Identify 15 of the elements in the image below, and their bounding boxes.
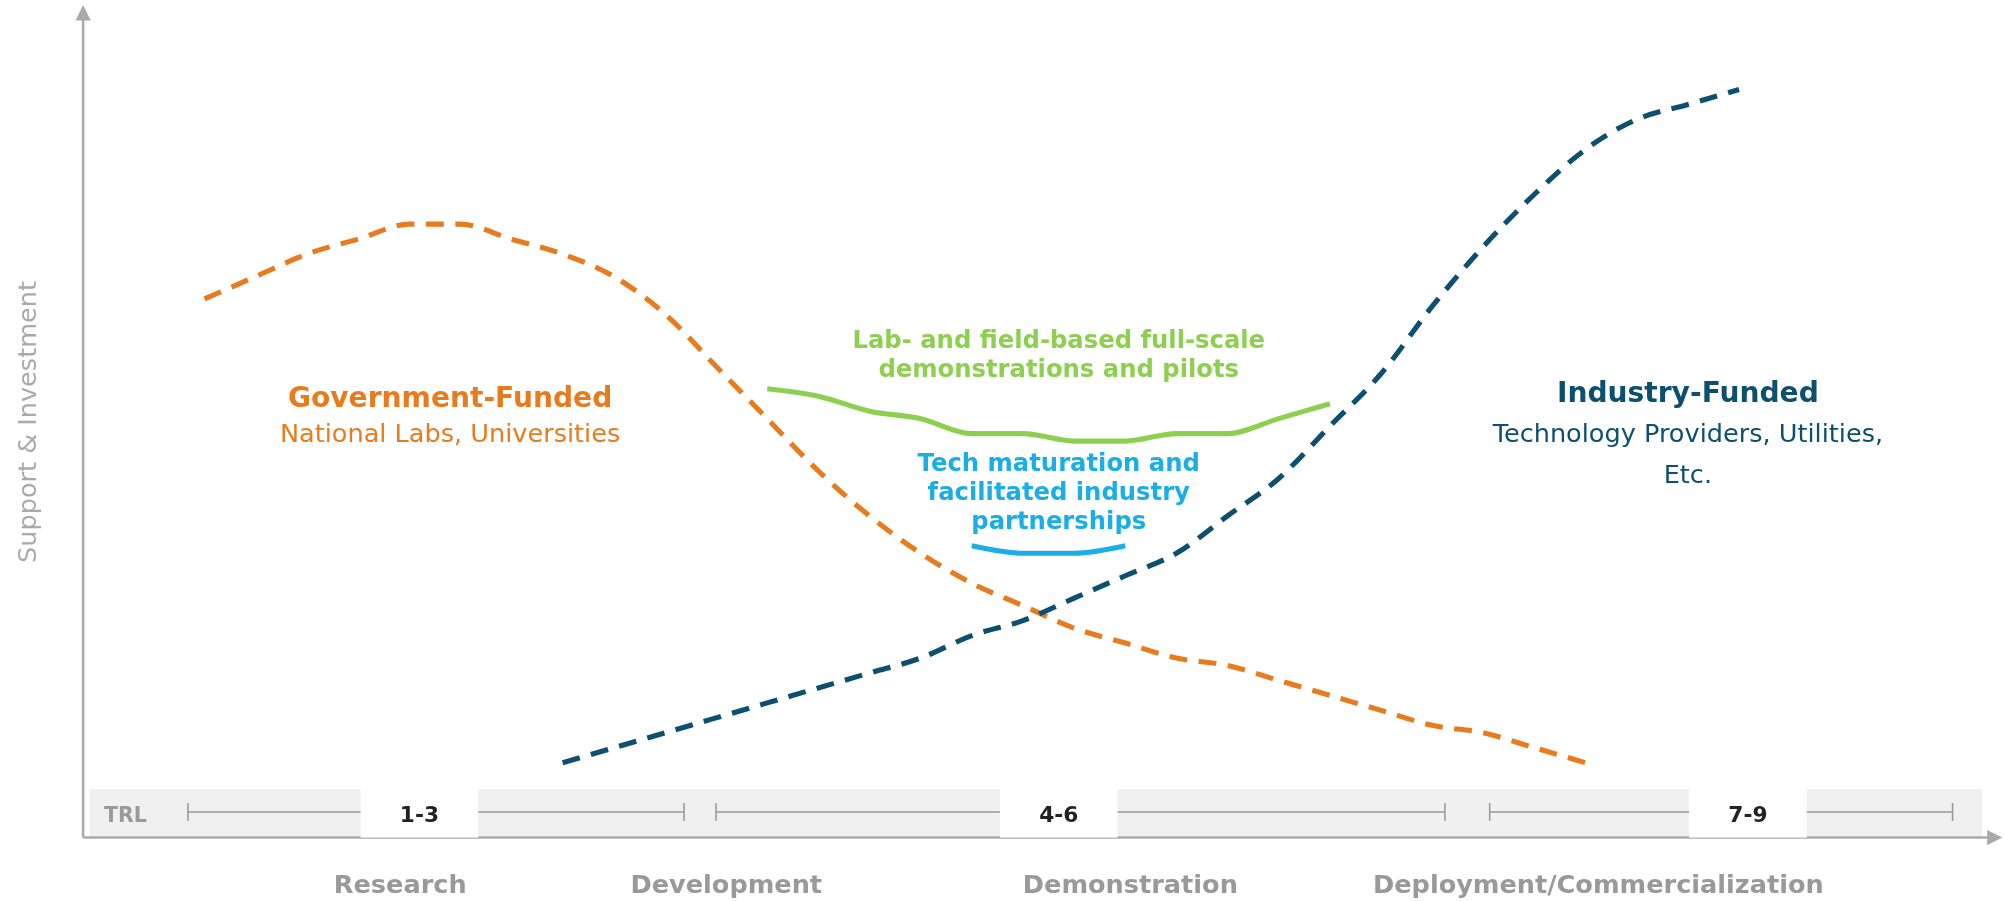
text: Industry-Funded [1556,375,1819,409]
annotation: 7-9 [1728,802,1768,828]
y-axis-title: Support & Investment [11,280,42,563]
annotation: Technology Providers, Utilities, Etc. [1491,418,1884,490]
text: Tech maturation and facilitated industry partnerships [917,447,1200,535]
text: Demonstration [1022,868,1238,899]
series-label: Lab- and field-based full-scale demonstrations and pilots [852,324,1266,383]
text: Government-Funded [287,380,613,414]
annotation: 4-6 [1039,802,1079,828]
text: Development [630,868,823,899]
text: Deployment/Commercialization [1373,868,1824,899]
annotation: TRL [103,803,147,828]
text: Research [333,868,467,899]
annotation: National Labs, Universities [279,418,621,449]
annotation: 1-3 [399,802,440,828]
